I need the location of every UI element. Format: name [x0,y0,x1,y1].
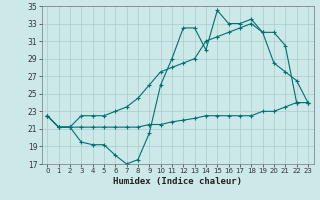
X-axis label: Humidex (Indice chaleur): Humidex (Indice chaleur) [113,177,242,186]
